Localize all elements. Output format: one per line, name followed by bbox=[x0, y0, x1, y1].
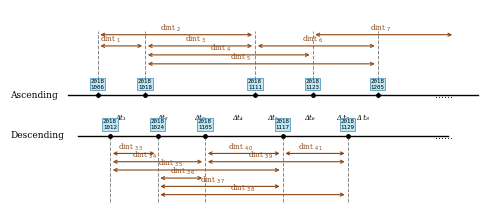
Text: dint $_{41}$: dint $_{41}$ bbox=[298, 142, 322, 153]
Text: dint $_{39}$: dint $_{39}$ bbox=[248, 150, 272, 161]
Text: Descending: Descending bbox=[10, 131, 64, 140]
Text: dint $_{36}$: dint $_{36}$ bbox=[170, 166, 195, 177]
Text: Δt₃: Δt₃ bbox=[194, 114, 205, 122]
Text: 2018
1024: 2018 1024 bbox=[150, 119, 164, 130]
Text: dint $_{33}$: dint $_{33}$ bbox=[118, 142, 142, 153]
Text: Δt₄: Δt₄ bbox=[232, 114, 243, 122]
Text: 2018
1129: 2018 1129 bbox=[340, 119, 354, 130]
Text: Ascending: Ascending bbox=[10, 91, 58, 100]
Text: dint $_{34}$: dint $_{34}$ bbox=[132, 150, 158, 161]
Text: Δt₂: Δt₂ bbox=[157, 114, 168, 122]
Text: 2018
1006: 2018 1006 bbox=[90, 79, 104, 90]
Text: dint $_{3}$: dint $_{3}$ bbox=[185, 34, 206, 45]
Text: dint $_{5}$: dint $_{5}$ bbox=[230, 52, 252, 63]
Text: 2018
1123: 2018 1123 bbox=[306, 79, 320, 90]
Text: Δ t₇: Δ t₇ bbox=[336, 114, 349, 122]
Text: Δt₁: Δt₁ bbox=[116, 114, 126, 122]
Text: 2018
1111: 2018 1111 bbox=[248, 79, 262, 90]
Text: Δt₆: Δt₆ bbox=[304, 114, 316, 122]
Text: 2018
1205: 2018 1205 bbox=[370, 79, 384, 90]
Text: 2018
1018: 2018 1018 bbox=[138, 79, 152, 90]
Text: ......: ...... bbox=[435, 90, 453, 100]
Text: 2018
1012: 2018 1012 bbox=[103, 119, 117, 130]
Text: dint $_{6}$: dint $_{6}$ bbox=[302, 34, 324, 45]
Text: dint $_{40}$: dint $_{40}$ bbox=[228, 142, 252, 153]
Text: dint $_{4}$: dint $_{4}$ bbox=[210, 43, 232, 54]
Text: Δ t₈: Δ t₈ bbox=[356, 114, 369, 122]
Text: dint $_{35}$: dint $_{35}$ bbox=[158, 158, 182, 169]
Text: dint $_{1}$: dint $_{1}$ bbox=[100, 34, 122, 45]
Text: Δt₅: Δt₅ bbox=[267, 114, 278, 122]
Text: dint $_{2}$: dint $_{2}$ bbox=[160, 23, 182, 34]
Text: 2018
1105: 2018 1105 bbox=[198, 119, 212, 130]
Text: ......: ...... bbox=[435, 131, 453, 140]
Text: dint $_{7}$: dint $_{7}$ bbox=[370, 23, 392, 34]
Text: dint $_{37}$: dint $_{37}$ bbox=[200, 174, 225, 186]
Text: 2018
1117: 2018 1117 bbox=[276, 119, 289, 130]
Text: dint $_{38}$: dint $_{38}$ bbox=[230, 183, 255, 194]
